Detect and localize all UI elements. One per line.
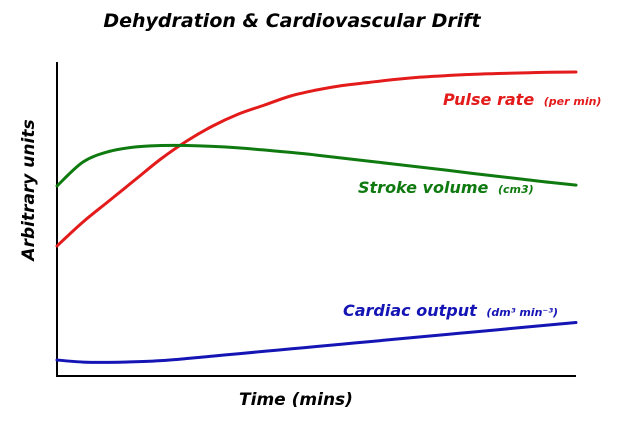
series-name-cardiac-output: Cardiac output <box>343 301 478 320</box>
series-layer <box>55 70 578 364</box>
y-axis-label: Arbitrary units <box>19 119 39 262</box>
series-label-pulse-rate: Pulse rate (per min) <box>443 90 601 109</box>
series-name-pulse-rate: Pulse rate <box>443 90 534 109</box>
series-line-stroke-volume <box>55 143 578 188</box>
series-line-cardiac-output <box>55 321 578 364</box>
chart-title: Dehydration & Cardiovascular Drift <box>103 10 481 32</box>
series-unit-pulse-rate: (per min) <box>544 95 602 108</box>
series-unit-cardiac-output: (dm³ min⁻³) <box>486 306 558 319</box>
x-axis-label: Time (mins) <box>239 390 353 410</box>
series-unit-stroke-volume: (cm3) <box>498 183 534 196</box>
series-line-pulse-rate <box>55 70 578 248</box>
series-name-stroke-volume: Stroke volume <box>358 178 489 197</box>
series-label-cardiac-output: Cardiac output (dm³ min⁻³) <box>343 301 558 320</box>
series-label-stroke-volume: Stroke volume (cm3) <box>358 178 534 197</box>
